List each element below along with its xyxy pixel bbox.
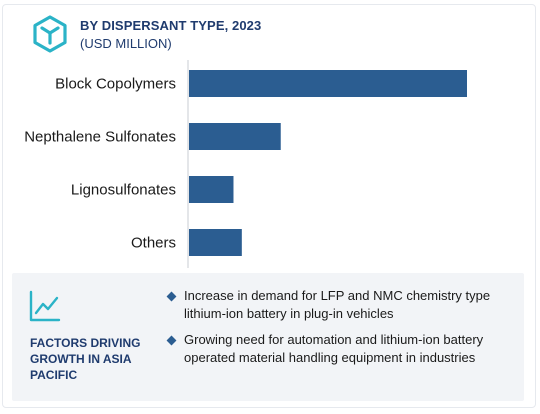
bar-chart: Block Copolymers Nepthalene Sulfonates Lig… xyxy=(24,60,467,268)
hexagon-y-logo-icon xyxy=(33,15,67,53)
diamond-bullet-icon xyxy=(166,291,177,302)
bar-block-copolymers xyxy=(189,70,467,97)
factors-list: Increase in demand for LFP and NMC chemi… xyxy=(166,287,508,375)
factor-item: Growing need for automation and lithium-… xyxy=(166,331,508,367)
bar-nepthalene-sulfonates xyxy=(189,123,281,150)
category-label: Lignosulfonates xyxy=(71,182,176,199)
bar-lignosulfonates xyxy=(189,176,234,203)
factors-heading: FACTORS DRIVING GROWTH IN ASIA PACIFIC xyxy=(30,336,141,382)
diamond-bullet-icon xyxy=(166,335,177,346)
factor-item: Increase in demand for LFP and NMC chemi… xyxy=(166,287,508,323)
bar-others xyxy=(189,229,242,256)
factor-text: Increase in demand for LFP and NMC chemi… xyxy=(184,288,491,321)
chart-subtitle: (USD MILLION) xyxy=(80,36,172,51)
chart-title: BY DISPERSANT TYPE, 2023 xyxy=(80,18,262,33)
category-label: Block Copolymers xyxy=(55,76,176,93)
factors-panel: FACTORS DRIVING GROWTH IN ASIA PACIFIC I… xyxy=(12,273,524,401)
category-label: Nepthalene Sulfonates xyxy=(24,129,176,146)
trend-line-icon xyxy=(29,290,61,322)
category-label: Others xyxy=(131,235,176,252)
factor-text: Growing need for automation and lithium-… xyxy=(184,332,484,365)
